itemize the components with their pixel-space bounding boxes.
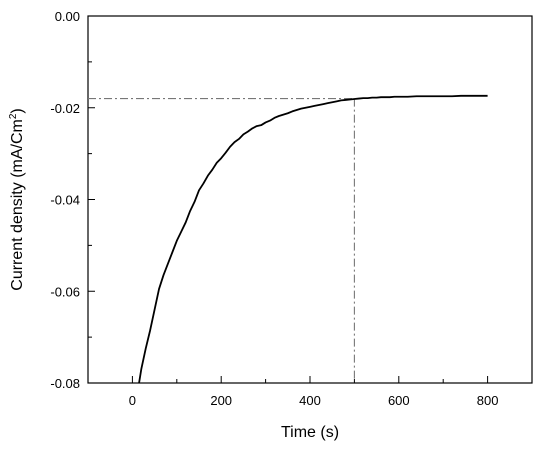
reference-lines	[88, 98, 355, 383]
plot-frame	[87, 15, 533, 384]
y-tick-label: -0.04	[50, 193, 80, 208]
x-tick-label: 400	[299, 393, 321, 408]
y-tick-label: 0.00	[55, 9, 80, 24]
plot-border	[87, 15, 533, 384]
y-tick-label: -0.08	[50, 376, 80, 391]
y-axis-title-superscript: 2	[8, 113, 19, 119]
y-tick-label: -0.06	[50, 284, 80, 299]
x-tick-label: 600	[388, 393, 410, 408]
y-axis-title: Current density (mA/Cm2)	[8, 108, 26, 290]
tick-labels-layer: 0 200 400 600 800 -0.08 -0.06 -0.04 -0.02 0.00	[50, 9, 498, 408]
series-line	[138, 94, 488, 384]
x-tick-label: 0	[129, 393, 136, 408]
x-tick-label: 200	[210, 393, 232, 408]
y-tick-label: -0.02	[50, 101, 80, 116]
x-tick-label: 800	[477, 393, 499, 408]
y-axis-title-tail: )	[9, 108, 26, 113]
x-axis-title: Time (s)	[281, 424, 339, 441]
ticks-layer	[88, 15, 489, 384]
series-layer	[138, 94, 488, 384]
y-axis-title-main: Current density (mA/Cm	[9, 119, 26, 291]
